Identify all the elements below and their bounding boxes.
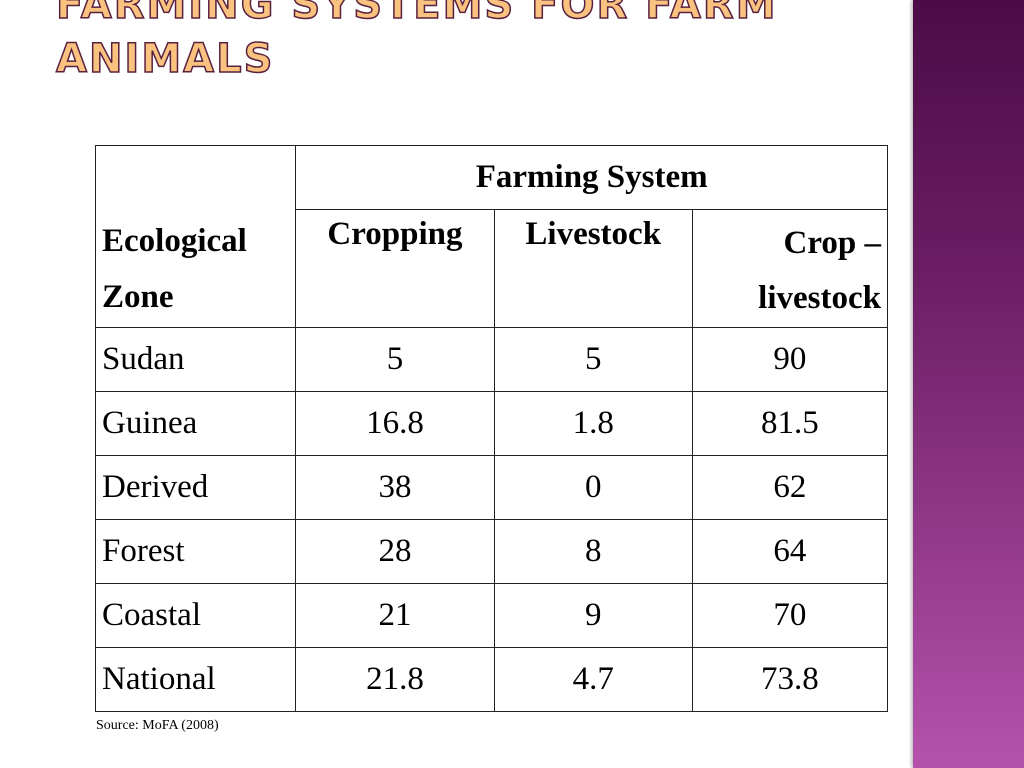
group-header: Farming System — [295, 145, 888, 210]
value-cell: 0 — [493, 455, 693, 520]
value-cell: 5 — [295, 327, 495, 392]
row-header: Ecological Zone — [94, 145, 297, 328]
value-cell: 28 — [295, 519, 495, 584]
value-cell: 38 — [295, 455, 495, 520]
value-cell: 21.8 — [295, 647, 495, 712]
value-cell: 4.7 — [493, 647, 693, 712]
zone-cell: Guinea — [94, 391, 297, 456]
farming-system-table: Ecological Zone Farming System Cropping … — [94, 145, 889, 712]
slide-title: Farming Systems for Farm Animals — [55, 0, 778, 83]
zone-cell: Coastal — [94, 583, 297, 648]
value-cell: 21 — [295, 583, 495, 648]
table-row: Sudan 5 5 90 — [94, 327, 889, 392]
column-header: Cropping — [295, 209, 495, 328]
column-header: Crop – livestock — [691, 209, 889, 328]
table-row: National 21.8 4.7 73.8 — [94, 647, 889, 712]
table-row: Derived 38 0 62 — [94, 455, 889, 520]
decorative-side-bar — [913, 0, 1024, 768]
zone-cell: Derived — [94, 455, 297, 520]
value-cell: 5 — [493, 327, 693, 392]
value-cell: 16.8 — [295, 391, 495, 456]
value-cell: 1.8 — [493, 391, 693, 456]
table-row: Coastal 21 9 70 — [94, 583, 889, 648]
value-cell: 70 — [691, 583, 889, 648]
table-row: Guinea 16.8 1.8 81.5 — [94, 391, 889, 456]
table-row: Forest 28 8 64 — [94, 519, 889, 584]
value-cell: 8 — [493, 519, 693, 584]
value-cell: 62 — [691, 455, 889, 520]
value-cell: 64 — [691, 519, 889, 584]
value-cell: 73.8 — [691, 647, 889, 712]
zone-cell: National — [94, 647, 297, 712]
source-note: Source: MoFA (2008) — [96, 718, 219, 733]
column-header: Livestock — [493, 209, 693, 328]
value-cell: 9 — [493, 583, 693, 648]
value-cell: 90 — [691, 327, 889, 392]
value-cell: 81.5 — [691, 391, 889, 456]
zone-cell: Forest — [94, 519, 297, 584]
zone-cell: Sudan — [94, 327, 297, 392]
